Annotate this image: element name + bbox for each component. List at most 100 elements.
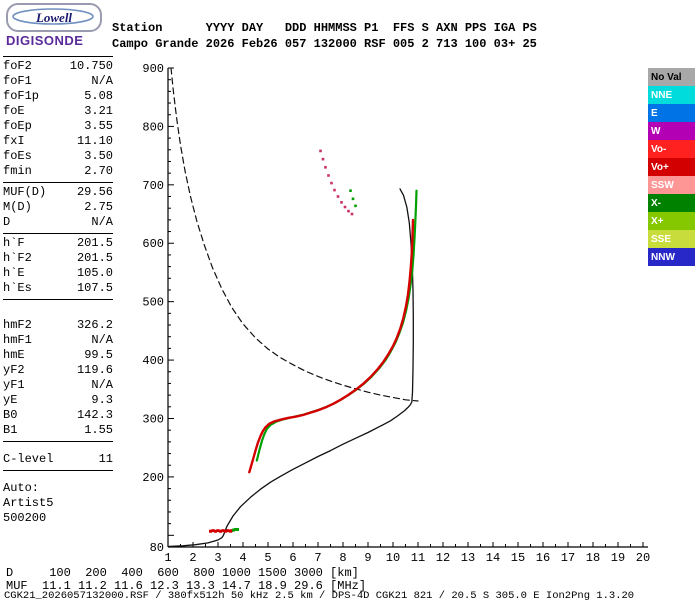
param-label: 500200 — [3, 511, 47, 525]
param-value: N/A — [91, 215, 113, 229]
es-trace-x-mode — [232, 528, 235, 532]
param-value: 2.75 — [84, 200, 113, 214]
muf-transmission-curve — [170, 67, 419, 402]
y-axis-label: 800 — [142, 120, 164, 134]
y-axis-label: 600 — [142, 237, 164, 251]
scaled-parameters-panel: foF2 10.750 foF1 N/A foF1p 5.08 foE 3.21 foEp 3.5… — [3, 56, 113, 529]
param-group-confidence: C-level 11 — [3, 450, 113, 471]
es-trace-o-mode — [209, 529, 212, 533]
param-MUF(D): MUF(D) 29.56 — [3, 185, 113, 200]
x-axis-label: 19 — [611, 551, 625, 565]
spread-echoes-o — [336, 195, 340, 198]
spread-echoes-o — [343, 205, 347, 209]
spread-echoes-o — [340, 201, 343, 204]
x-axis-label: 8 — [339, 551, 346, 565]
spread-echoes-x — [349, 189, 352, 192]
param-hmF2: hmF2 326.2 — [3, 318, 113, 333]
param-foF1p: foF1p 5.08 — [3, 89, 113, 104]
x-axis-label: 3 — [214, 551, 221, 565]
legend-item-nnw: NNW — [648, 248, 695, 266]
param-label: D — [3, 215, 11, 229]
param-value: 11.10 — [76, 134, 113, 148]
x-axis-label: 13 — [461, 551, 475, 565]
param-yF2: yF2 119.6 — [3, 363, 113, 378]
param-Auto:: Auto: — [3, 481, 113, 496]
param-value: 99.5 — [84, 348, 113, 362]
y-axis-label: 80 — [150, 541, 164, 555]
es-trace-x-mode — [234, 527, 237, 531]
param-label: MUF(D) — [3, 185, 47, 199]
param-h`F: h`F 201.5 — [3, 236, 113, 251]
es-trace-o-mode — [221, 529, 225, 533]
param-label: foE — [3, 104, 25, 118]
param-value: 5.08 — [84, 89, 113, 103]
es-trace-o-mode — [224, 529, 227, 533]
param-fmin: fmin 2.70 — [3, 164, 113, 179]
param-label: B0 — [3, 408, 18, 422]
param-hmF1: hmF1 N/A — [3, 333, 113, 348]
param-D: D N/A — [3, 215, 113, 230]
param-Artist5: Artist5 — [3, 496, 113, 511]
x-axis-label: 17 — [561, 551, 575, 565]
spread-echoes-o — [330, 181, 333, 185]
param-value: 11 — [98, 452, 113, 466]
legend-item-sse: SSE — [648, 230, 695, 248]
lowell-digisonde-logo: Lowell DIGISONDE — [6, 3, 110, 48]
y-axis-label: 300 — [142, 412, 164, 426]
true-height-profile — [168, 188, 414, 548]
es-trace-o-mode — [214, 529, 217, 533]
param-label: M(D) — [3, 200, 32, 214]
param-label: foF1p — [3, 89, 40, 103]
spread-echoes-o — [350, 212, 354, 216]
spread-echoes-o — [324, 166, 327, 169]
y-axis-label: 200 — [142, 471, 164, 485]
param-yF1: yF1 N/A — [3, 378, 113, 393]
es-trace-x-mode — [236, 527, 239, 531]
x-axis-label: 11 — [411, 551, 425, 565]
es-trace-o-mode — [226, 529, 230, 533]
param-label: foEs — [3, 149, 32, 163]
param-value: 201.5 — [76, 251, 113, 265]
spread-echoes-o — [321, 157, 325, 161]
param-foF2: foF2 10.750 — [3, 59, 113, 74]
header-station-values: Campo Grande 2026 Feb26 057 132000 RSF 0… — [112, 37, 537, 51]
x-axis-label: 14 — [486, 551, 500, 565]
file-info-footer: CGK21_2026057132000.RSF / 380fx512h 50 k… — [4, 590, 635, 602]
param-label: C-level — [3, 452, 54, 466]
spread-echoes-o — [319, 149, 322, 153]
distance-scale-row: D 100 200 400 600 800 1000 1500 3000 [km… — [6, 566, 359, 580]
y-axis-label: 700 — [142, 179, 164, 193]
param-label: hmE — [3, 348, 25, 362]
doppler-direction-legend: No Val NNE E W Vo- Vo+ SSW X- X+ SSE NNW — [648, 68, 695, 266]
param-value: 3.55 — [84, 119, 113, 133]
legend-item-x+: X+ — [648, 212, 695, 230]
x-axis-label: 6 — [289, 551, 296, 565]
param-value: 107.5 — [76, 281, 113, 295]
param-value: N/A — [91, 333, 113, 347]
y-axis-label: 500 — [142, 296, 164, 310]
spread-echoes-x — [351, 197, 355, 201]
legend-item-no-val: No Val — [648, 68, 695, 86]
param-label: Auto: — [3, 481, 40, 495]
param-B1: B1 1.55 — [3, 423, 113, 438]
param-foEp: foEp 3.55 — [3, 119, 113, 134]
param-group-profile-params: hmF2 326.2 hmF1 N/A hmE 99.5 yF2 119.6 yF1 N/A yE 9… — [3, 316, 113, 442]
param-label: Artist5 — [3, 496, 54, 510]
spread-echoes-o — [333, 188, 336, 192]
param-label: hmF2 — [3, 318, 32, 332]
param-value: 119.6 — [76, 363, 113, 377]
param-value: 9.3 — [91, 393, 113, 407]
x-axis-label: 20 — [636, 551, 650, 565]
param-label: foF1 — [3, 74, 32, 88]
legend-item-vo-: Vo- — [648, 140, 695, 158]
legend-item-ssw: SSW — [648, 176, 695, 194]
legend-item-x-: X- — [648, 194, 695, 212]
es-trace-o-mode — [230, 529, 234, 533]
x-axis-label: 12 — [436, 551, 450, 565]
param-label: foF2 — [3, 59, 32, 73]
param-500200: 500200 — [3, 511, 113, 526]
param-h`F2: h`F2 201.5 — [3, 251, 113, 266]
logo-swoosh-icon — [12, 8, 94, 25]
param-fxI: fxI 11.10 — [3, 134, 113, 149]
